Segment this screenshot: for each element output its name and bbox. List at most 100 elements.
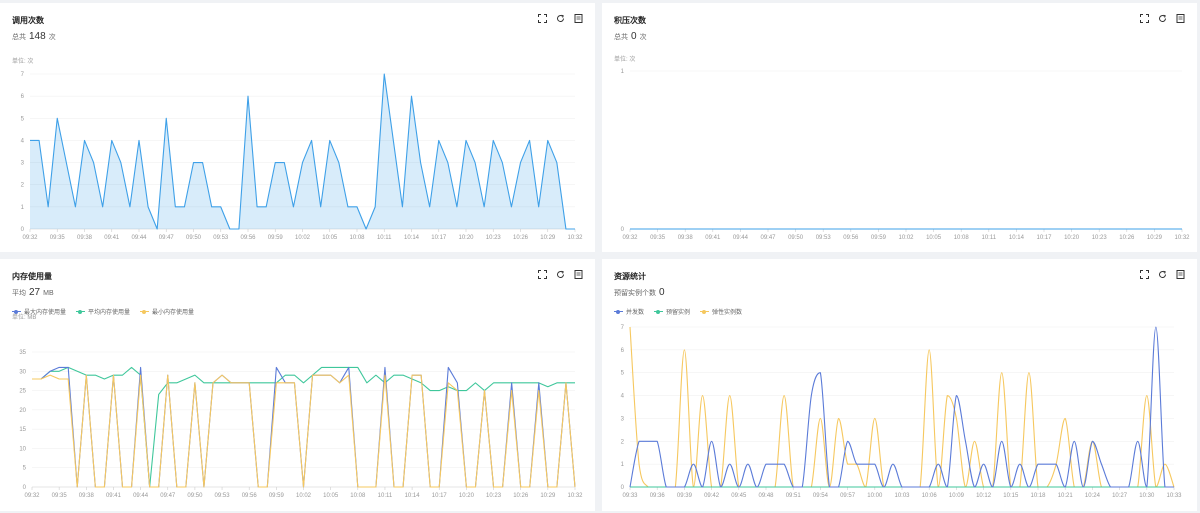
- y-tick-label: 35: [19, 350, 26, 356]
- fullscreen-icon[interactable]: [537, 269, 547, 279]
- x-tick-label: 10:03: [894, 493, 910, 499]
- export-icon[interactable]: [573, 13, 583, 23]
- refresh-icon[interactable]: [1157, 269, 1167, 279]
- x-tick-label: 09:47: [159, 235, 175, 241]
- y-tick-label: 0: [621, 227, 625, 233]
- memory-unit-label: 单位: MB: [12, 313, 36, 321]
- y-tick-label: 4: [621, 394, 625, 400]
- resources-legend: 并发数 预留实例 弹性实例数: [614, 307, 742, 316]
- legend-item[interactable]: 平均内存使用量: [76, 307, 130, 316]
- refresh-icon[interactable]: [555, 13, 565, 23]
- y-tick-label: 2: [621, 439, 625, 445]
- calls-unit-label: 单位: 次: [12, 57, 33, 65]
- series-line: [32, 366, 575, 488]
- legend-label: 预留实例: [666, 310, 691, 316]
- legend-marker: [140, 309, 150, 315]
- memory-total-label: 平均: [12, 290, 26, 297]
- x-tick-label: 09:41: [104, 235, 120, 241]
- export-icon[interactable]: [1175, 269, 1185, 279]
- x-tick-label: 09:36: [650, 493, 666, 499]
- x-tick-label: 09:32: [622, 235, 638, 241]
- calls-total: 总共 148 次: [12, 31, 56, 42]
- x-tick-label: 09:56: [242, 493, 258, 499]
- x-tick-label: 09:35: [650, 235, 666, 241]
- x-tick-label: 10:29: [540, 493, 556, 499]
- legend-item[interactable]: 最大内存使用量: [12, 307, 66, 316]
- x-tick-label: 10:08: [350, 493, 366, 499]
- y-tick-label: 5: [621, 371, 625, 377]
- x-tick-label: 09:50: [788, 235, 804, 241]
- y-tick-label: 1: [621, 462, 625, 468]
- resources-total: 预留实例个数 0: [614, 287, 668, 298]
- memory-legend: 最大内存使用量 平均内存使用量 最小内存使用量: [12, 307, 194, 316]
- calls-toolbar: [537, 13, 583, 23]
- x-tick-label: 09:44: [733, 235, 749, 241]
- refresh-icon[interactable]: [1157, 13, 1167, 23]
- x-tick-label: 09:44: [131, 235, 147, 241]
- fullscreen-icon[interactable]: [537, 13, 547, 23]
- export-icon[interactable]: [1175, 13, 1185, 23]
- x-tick-label: 10:29: [540, 235, 556, 241]
- legend-label: 最小内存使用量: [152, 310, 195, 316]
- y-tick-label: 6: [21, 94, 25, 100]
- x-tick-label: 10:08: [349, 235, 365, 241]
- x-tick-label: 09:39: [677, 493, 693, 499]
- series-line: [629, 326, 1175, 488]
- series-line: [32, 366, 576, 488]
- legend-item[interactable]: 预留实例: [654, 307, 690, 316]
- refresh-icon[interactable]: [555, 269, 565, 279]
- backlog-toolbar: [1139, 13, 1185, 23]
- y-tick-label: 1: [621, 69, 625, 75]
- resources-toolbar: [1139, 269, 1185, 279]
- resources-title: 资源统计: [614, 272, 646, 281]
- memory-title: 内存使用量: [12, 272, 52, 281]
- memory-chart: 单位: MB 0 5 10 15 20 25 30 35 09:32 09:35 09:38 09:4…: [12, 313, 583, 499]
- x-tick-label: 09:38: [79, 493, 95, 499]
- x-tick-label: 10:17: [432, 493, 448, 499]
- x-tick-label: 10:32: [567, 235, 583, 241]
- x-tick-label: 10:27: [1112, 493, 1128, 499]
- x-tick-label: 10:14: [405, 493, 421, 499]
- memory-total-unit: MB: [43, 290, 54, 297]
- memory-total: 平均 27 MB: [12, 287, 54, 298]
- series-line: [629, 326, 1174, 488]
- legend-item[interactable]: 并发数: [614, 307, 644, 316]
- x-tick-label: 09:50: [187, 493, 203, 499]
- backlog-chart: 单位: 次 0 1 09:32 09:35 09:38 09:41 09:44 09:47 09…: [614, 55, 1190, 241]
- resources-total-label: 预留实例个数: [614, 290, 656, 297]
- x-tick-label: 09:33: [622, 493, 638, 499]
- x-tick-label: 09:35: [50, 235, 66, 241]
- legend-marker: [700, 309, 710, 315]
- legend-marker: [12, 309, 21, 315]
- x-tick-label: 09:56: [843, 235, 859, 241]
- x-tick-label: 10:33: [1166, 493, 1182, 499]
- x-tick-label: 10:32: [1174, 235, 1190, 241]
- x-tick-label: 09:50: [186, 235, 202, 241]
- legend-item[interactable]: 弹性实例数: [700, 307, 742, 316]
- x-tick-label: 10:17: [431, 235, 447, 241]
- y-tick-label: 6: [621, 348, 625, 354]
- x-tick-label: 09:32: [24, 493, 40, 499]
- x-tick-label: 10:20: [1064, 235, 1080, 241]
- x-tick-label: 10:17: [1036, 235, 1052, 241]
- x-tick-label: 10:15: [1003, 493, 1019, 499]
- fullscreen-icon[interactable]: [1139, 13, 1149, 23]
- resources-panel: 资源统计 预留实例个数 0 并发数 预留实例 弹性实例数 0 1 2 3 4 5 6 7 09:33 0…: [602, 259, 1197, 511]
- x-tick-label: 09:51: [786, 493, 802, 499]
- series-area: [30, 74, 575, 229]
- legend-item[interactable]: 最小内存使用量: [140, 307, 194, 316]
- backlog-panel: 积压次数 总共 0 次 单位: 次 0 1 09:32 09:35 09:38 09:41 09…: [602, 3, 1197, 252]
- calls-total-label: 总共: [12, 34, 26, 41]
- export-icon[interactable]: [573, 269, 583, 279]
- series-line: [32, 374, 576, 488]
- y-tick-label: 2: [21, 183, 25, 189]
- x-tick-label: 09:59: [269, 493, 285, 499]
- x-tick-label: 09:53: [816, 235, 832, 241]
- x-tick-label: 09:53: [213, 235, 229, 241]
- x-tick-label: 10:26: [1119, 235, 1135, 241]
- backlog-total: 总共 0 次: [614, 31, 647, 42]
- x-tick-label: 10:14: [404, 235, 420, 241]
- x-tick-label: 09:41: [705, 235, 721, 241]
- fullscreen-icon[interactable]: [1139, 269, 1149, 279]
- y-tick-label: 25: [19, 389, 26, 395]
